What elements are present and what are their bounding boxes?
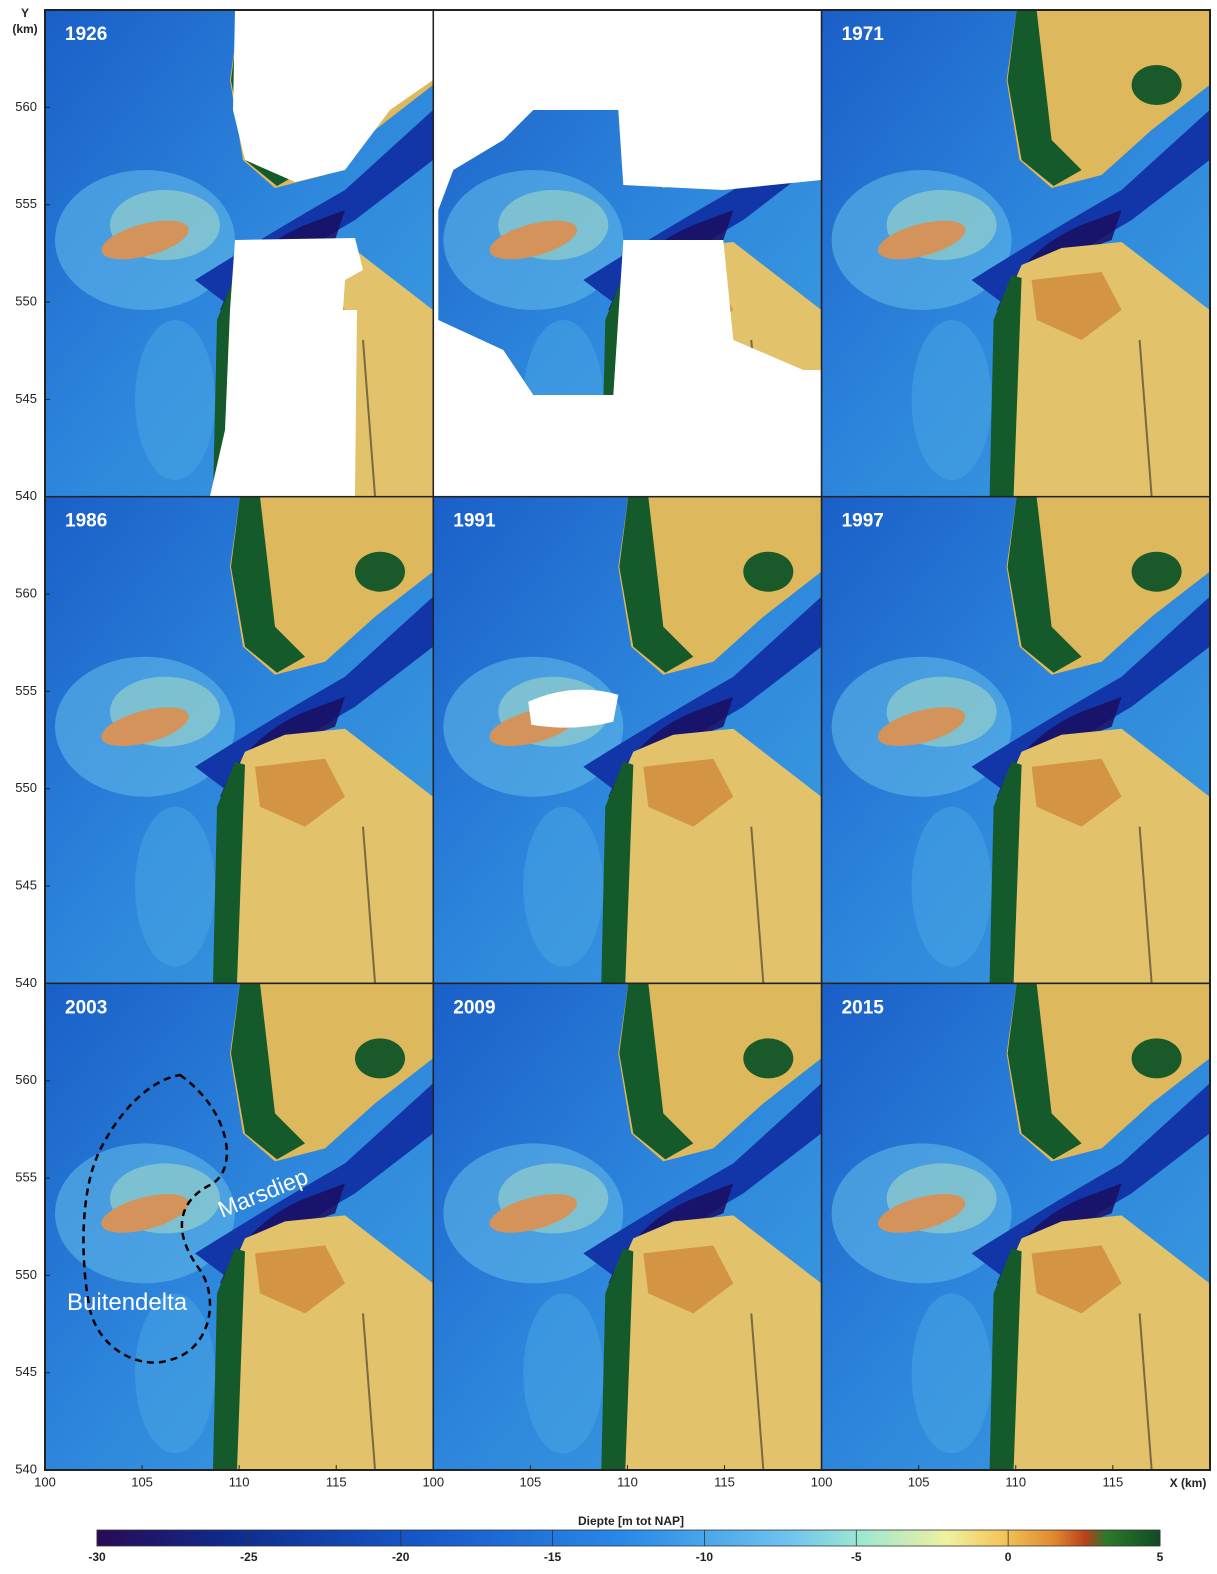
map-panels: 1926 1948 1971 1986 1991 1997 2003 2009 2015 [45, 10, 1210, 1470]
x-tick-label: 110 [229, 1475, 250, 1490]
y-tick-label: 550 [15, 780, 37, 795]
map-panel: 2009 [433, 983, 821, 1470]
panel-year: 1926 [65, 24, 107, 45]
x-tick-label: 100 [422, 1475, 444, 1490]
colorbar-tick-label: 5 [1157, 1550, 1164, 1564]
x-tick-label: 105 [131, 1475, 153, 1490]
y-tick-label: 555 [15, 196, 37, 211]
y-tick-label: 545 [15, 391, 37, 406]
map-panel: 1991 [433, 497, 821, 984]
bathymetry [45, 497, 433, 984]
figure: 192619481971198619911997200320092015 Mar… [0, 0, 1217, 1569]
panel-year: 1986 [65, 511, 107, 532]
y-tick-label: 545 [15, 877, 37, 892]
x-tick-label: 115 [714, 1475, 735, 1490]
panel-year: 1948 [453, 24, 495, 45]
colorbar-title: Diepte [m tot NAP] [578, 1514, 684, 1528]
bathymetry [433, 983, 821, 1470]
panel-year: 1971 [842, 24, 885, 45]
colorbar-tick-label: -20 [392, 1550, 410, 1564]
y-tick-label: 560 [15, 99, 37, 114]
y-tick-label: 560 [15, 1072, 37, 1087]
y-axis-title: Y [21, 6, 29, 20]
map-panel: 1948 [433, 10, 821, 497]
bathymetry [433, 497, 821, 984]
x-tick-label: 100 [34, 1475, 56, 1490]
panel-year: 1991 [453, 511, 496, 532]
colorbar-tick-label: -15 [544, 1550, 562, 1564]
map-panel: 1997 [822, 497, 1210, 984]
x-tick-label: 105 [520, 1475, 542, 1490]
map-panel: 1986 [45, 497, 433, 984]
y-tick-label: 550 [15, 293, 37, 308]
bathymetry [822, 10, 1210, 497]
y-tick-label: 550 [15, 1267, 37, 1282]
colorbar-tick-label: -30 [88, 1550, 106, 1564]
bathymetry [45, 983, 433, 1470]
x-tick-label: 115 [326, 1475, 347, 1490]
y-tick-label: 540 [15, 488, 37, 503]
panel-year: 2009 [453, 997, 495, 1018]
y-tick-label: 555 [15, 1170, 37, 1185]
y-tick-label: 545 [15, 1364, 37, 1379]
page: {"panels": [{"year": "1926"}, {"year": "… [0, 0, 1217, 1569]
x-axis-title: X (km) [1170, 1476, 1207, 1490]
y-tick-label: 555 [15, 683, 37, 698]
colorbar [97, 1530, 1160, 1546]
y-tick-label: 540 [15, 975, 37, 990]
bathymetry [822, 497, 1210, 984]
panel-year: 2003 [65, 997, 107, 1018]
colorbar-tick-label: -10 [696, 1550, 714, 1564]
x-tick-label: 110 [617, 1475, 638, 1490]
map-panel: 1926 [45, 10, 433, 497]
colorbar-tick-label: -25 [240, 1550, 258, 1564]
delta-label: Buitendelta [67, 1289, 188, 1316]
colorbar-tick-label: 0 [1005, 1550, 1012, 1564]
panel-year: 2015 [842, 997, 885, 1018]
map-panel: 1971 [822, 10, 1210, 497]
y-axis-title: (km) [12, 22, 37, 36]
y-tick-label: 560 [15, 585, 37, 600]
x-tick-label: 100 [811, 1475, 833, 1490]
map-panel: 2015 [822, 983, 1210, 1470]
x-tick-label: 105 [908, 1475, 930, 1490]
colorbar-tick-label: -5 [851, 1550, 862, 1564]
bathymetry [822, 983, 1210, 1470]
x-tick-label: 115 [1102, 1475, 1123, 1490]
map-panel: 2003 [45, 983, 433, 1470]
panel-year: 1997 [842, 511, 884, 532]
x-tick-label: 110 [1005, 1475, 1026, 1490]
